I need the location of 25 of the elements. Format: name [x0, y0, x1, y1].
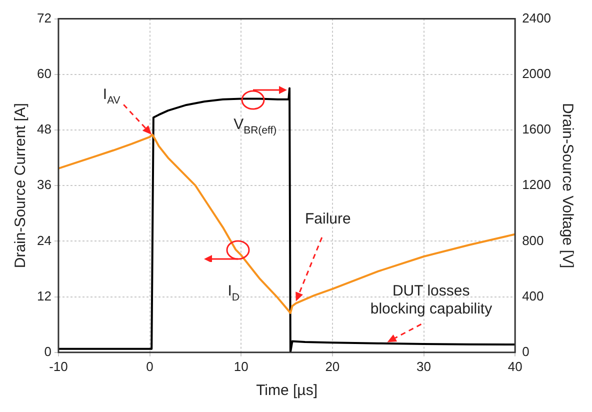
y2-axis-title: Drain-Source Voltage [V]	[558, 103, 576, 268]
annotation: DUT losses blocking capability	[370, 282, 493, 318]
y-tick-label: 48	[36, 122, 52, 137]
annotation: Failure	[304, 210, 351, 228]
y2-tick-label: 2400	[522, 10, 551, 26]
x-axis-title: Time [µs]	[256, 382, 318, 400]
y2-tick-label: 400	[522, 288, 544, 304]
y-tick-label: 72	[36, 10, 52, 26]
y-tick-label: 0	[44, 344, 52, 359]
x-tick-label: 0	[146, 358, 154, 374]
x-tick-label: 10	[234, 358, 248, 374]
x-tick-label: 20	[325, 358, 340, 374]
y-tick-label: 60	[36, 66, 52, 81]
y2-tick-label: 1600	[522, 122, 551, 137]
x-tick-label: -10	[49, 358, 68, 374]
y-tick-label: 12	[36, 288, 52, 304]
x-tick-label: 30	[416, 358, 431, 374]
y-axis-title: Drain-Source Current [A]	[12, 103, 30, 268]
y2-tick-label: 1200	[522, 177, 551, 192]
y2-tick-label: 2000	[522, 66, 551, 81]
y-tick-label: 24	[36, 232, 52, 248]
y2-tick-label: 0	[522, 344, 530, 359]
x-tick-label: 40	[508, 358, 522, 374]
y-tick-label: 36	[36, 177, 52, 192]
y2-tick-label: 800	[522, 232, 544, 248]
